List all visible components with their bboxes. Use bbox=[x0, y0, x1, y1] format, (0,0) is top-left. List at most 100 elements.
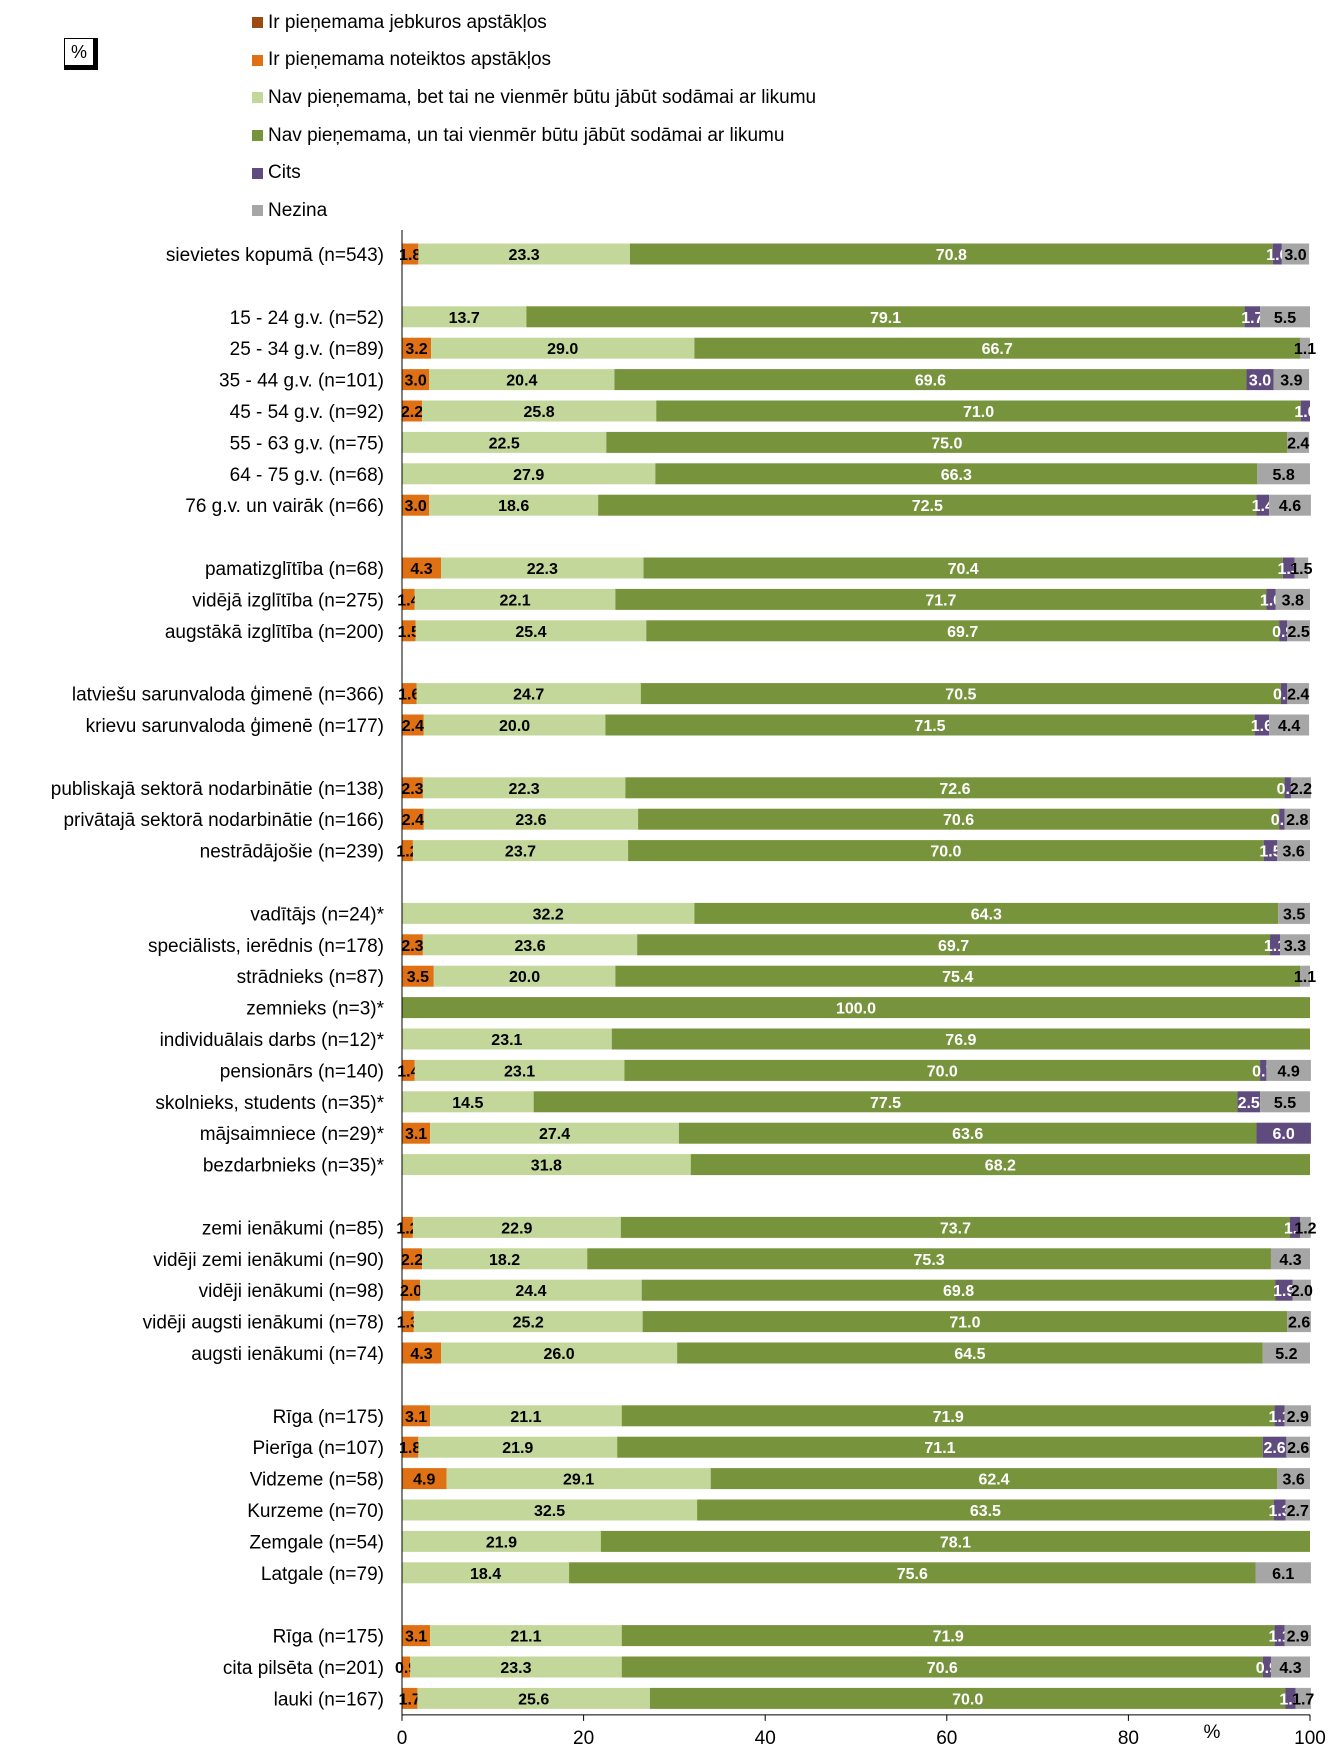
data-label: 3.6 bbox=[1283, 844, 1305, 861]
bar-segment bbox=[600, 1530, 1310, 1552]
bar-segment bbox=[1270, 934, 1281, 956]
bar-segment bbox=[1300, 400, 1310, 422]
bar-segment bbox=[690, 1154, 1310, 1176]
bar-segment bbox=[1300, 1216, 1311, 1238]
bar-segment bbox=[402, 1530, 601, 1552]
bar-segment bbox=[1290, 777, 1311, 799]
data-label: 2.0 bbox=[400, 1283, 422, 1300]
bar-segment bbox=[402, 808, 424, 830]
category-label: 76 g.v. un vairāk (n=66) bbox=[185, 496, 384, 517]
data-label: 2.6 bbox=[1288, 1315, 1310, 1332]
data-label: 71.9 bbox=[933, 1409, 964, 1426]
x-tick-label: 20 bbox=[573, 1728, 594, 1747]
data-label: 2.3 bbox=[401, 781, 423, 798]
bar-segment bbox=[423, 714, 606, 736]
data-label: 23.1 bbox=[504, 1063, 535, 1080]
bar-segment bbox=[628, 840, 1264, 862]
bar-segment bbox=[430, 1405, 622, 1427]
bar-segment bbox=[615, 965, 1301, 987]
category-label: Zemgale (n=54) bbox=[249, 1532, 384, 1553]
category-label: nestrādājošie (n=239) bbox=[200, 842, 384, 863]
bar-segment bbox=[1287, 1311, 1311, 1333]
bar-segment bbox=[402, 1216, 413, 1238]
data-label: 69.6 bbox=[915, 373, 946, 390]
bar-segment bbox=[402, 1656, 411, 1678]
data-label: 13.7 bbox=[449, 310, 480, 327]
bar-segment bbox=[624, 1059, 1261, 1081]
category-label: 64 - 75 g.v. (n=68) bbox=[230, 465, 384, 486]
bar-segment bbox=[402, 1687, 418, 1709]
unit-box: % bbox=[64, 38, 98, 70]
data-label: 23.3 bbox=[500, 1660, 531, 1677]
bar-segment bbox=[614, 369, 1247, 391]
bar-segment bbox=[441, 1342, 678, 1364]
bar-segment bbox=[1274, 1405, 1285, 1427]
data-label: 1.7 bbox=[1292, 1691, 1314, 1708]
data-label: 3.5 bbox=[407, 969, 429, 986]
bar-segment bbox=[1262, 1436, 1287, 1458]
data-label: 71.5 bbox=[914, 718, 945, 735]
bar-segment bbox=[1280, 683, 1288, 705]
bar-segment bbox=[402, 1625, 431, 1647]
bar-segment bbox=[402, 1342, 442, 1364]
bar-segment bbox=[615, 588, 1267, 610]
data-label: 3.3 bbox=[1284, 938, 1306, 955]
bar-segment bbox=[526, 306, 1245, 328]
data-label: 23.7 bbox=[505, 844, 536, 861]
data-label: 1.7 bbox=[399, 1691, 421, 1708]
bar-segment bbox=[402, 902, 695, 924]
data-label: 23.1 bbox=[491, 1032, 522, 1049]
data-label: 2.5 bbox=[1238, 1095, 1260, 1112]
bar-segment bbox=[1282, 557, 1295, 579]
x-tick-label: 40 bbox=[755, 1728, 776, 1747]
data-label: 66.7 bbox=[982, 341, 1013, 358]
bar-segment bbox=[625, 777, 1285, 799]
data-label: 1.7 bbox=[1241, 310, 1263, 327]
legend-item: Cits bbox=[252, 154, 816, 192]
data-label: 22.3 bbox=[509, 781, 540, 798]
bar-segment bbox=[417, 1687, 650, 1709]
bar-segment bbox=[402, 934, 423, 956]
data-label: 21.9 bbox=[502, 1440, 533, 1457]
bar-segment bbox=[643, 557, 1283, 579]
bar-segment bbox=[402, 1311, 414, 1333]
bar-segment bbox=[620, 1216, 1291, 1238]
category-label: vidēji augsti ienākumi (n=78) bbox=[143, 1313, 384, 1334]
data-label: 3.0 bbox=[404, 498, 426, 515]
bar-segment bbox=[402, 243, 419, 265]
data-label: 2.4 bbox=[1287, 687, 1309, 704]
category-label: zemnieks (n=3)* bbox=[246, 999, 384, 1020]
data-label: 64.5 bbox=[954, 1346, 985, 1363]
bar-segment bbox=[649, 1687, 1286, 1709]
bar-segment bbox=[1280, 934, 1310, 956]
data-label: 1.5 bbox=[1259, 844, 1281, 861]
bar-segment bbox=[429, 369, 615, 391]
data-label: 1.9 bbox=[1273, 1283, 1295, 1300]
data-label: 4.3 bbox=[410, 561, 432, 578]
bar-segment bbox=[402, 777, 423, 799]
category-label: individuālais darbs (n=12)* bbox=[160, 1030, 385, 1051]
bar-segment bbox=[638, 808, 1280, 830]
bar-segment bbox=[1285, 1499, 1310, 1521]
data-label: 21.1 bbox=[510, 1629, 541, 1646]
data-label: 22.9 bbox=[501, 1220, 532, 1237]
bar-segment bbox=[430, 1122, 679, 1144]
legend-swatch bbox=[252, 92, 263, 104]
bar-segment bbox=[1246, 369, 1274, 391]
data-label: 73.7 bbox=[940, 1220, 971, 1237]
bar-segment bbox=[418, 1436, 618, 1458]
bar-segment bbox=[1237, 1091, 1261, 1113]
data-label: 1.5 bbox=[398, 624, 420, 641]
bar-segment bbox=[414, 1059, 625, 1081]
data-label: 1.5 bbox=[1290, 561, 1312, 578]
data-label: 3.9 bbox=[1280, 373, 1302, 390]
data-label: 31.8 bbox=[531, 1158, 562, 1175]
bar-segment bbox=[402, 1059, 415, 1081]
category-label: latviešu sarunvaloda ģimenē (n=366) bbox=[72, 685, 384, 706]
bar-segment bbox=[1262, 1656, 1271, 1678]
data-label: 3.0 bbox=[1284, 247, 1306, 264]
data-label: 79.1 bbox=[870, 310, 901, 327]
data-label: 29.1 bbox=[563, 1472, 594, 1489]
data-label: 75.4 bbox=[942, 969, 973, 986]
data-label: 3.0 bbox=[1249, 373, 1271, 390]
